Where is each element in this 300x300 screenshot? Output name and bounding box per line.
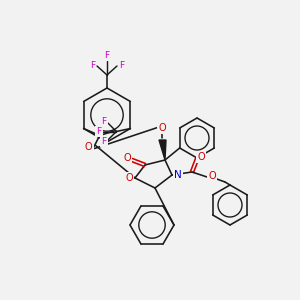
Text: O: O: [125, 173, 133, 183]
Text: F: F: [101, 117, 106, 126]
Text: O: O: [85, 142, 92, 152]
Text: O: O: [208, 171, 216, 181]
Text: F: F: [96, 127, 101, 136]
Text: F: F: [119, 61, 124, 70]
Text: O: O: [197, 152, 205, 162]
Text: F: F: [101, 137, 106, 146]
Text: F: F: [104, 51, 110, 60]
Text: N: N: [174, 170, 182, 180]
Text: O: O: [123, 153, 131, 163]
Text: F: F: [90, 61, 95, 70]
Polygon shape: [159, 140, 166, 160]
Text: O: O: [158, 123, 166, 133]
